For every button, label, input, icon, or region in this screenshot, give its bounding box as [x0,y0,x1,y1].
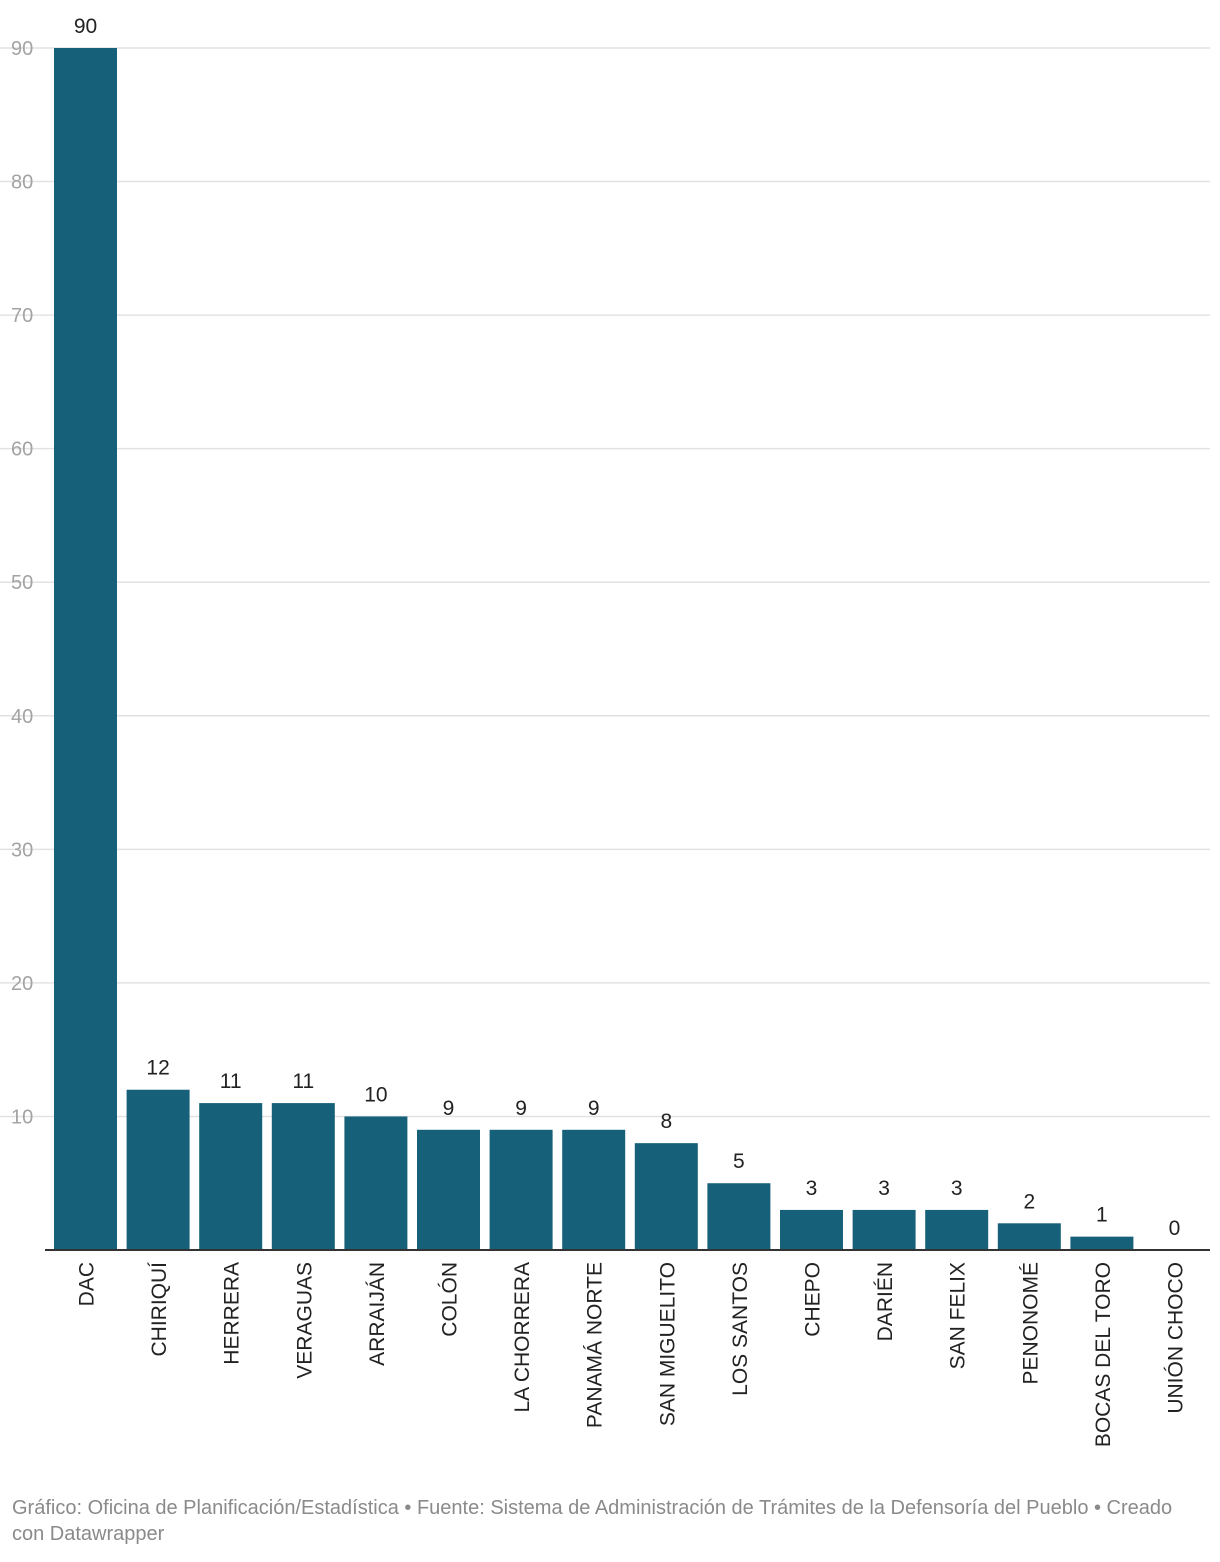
bars [54,48,1134,1250]
x-tick-label: DAC [76,1262,99,1306]
x-tick-label: ARRAIJÁN [366,1262,389,1366]
bar [271,1103,335,1250]
x-tick-label: UNIÓN CHOCO [1165,1262,1188,1414]
bar-value-label: 10 [364,1083,387,1106]
y-tick-label: 20 [11,973,33,995]
x-tick-label: LA CHORRERA [511,1262,534,1413]
y-axis-tick-labels: 10 20 30 40 50 60 70 80 90 [11,38,33,1128]
bar-value-label: 9 [588,1097,600,1120]
bar [489,1129,553,1250]
y-tick-label: 40 [11,706,33,728]
bar-value-label: 90 [74,15,97,38]
bar [997,1223,1061,1250]
x-tick-label: HERRERA [221,1262,244,1365]
x-tick-label: LOS SANTOS [729,1262,752,1396]
gridlines [0,47,1210,1118]
bar-value-label: 11 [292,1070,314,1093]
bar [925,1209,989,1250]
x-tick-label: DARIÉN [874,1262,897,1341]
x-tick-label: COLÓN [439,1262,462,1337]
bar-value-label: 3 [806,1177,818,1200]
x-tick-label: PENONOMÉ [1019,1262,1042,1385]
bar [780,1209,843,1250]
bar [562,1129,626,1250]
y-tick-label: 10 [11,1106,33,1128]
x-tick-label: VERAGUAS [293,1262,316,1379]
bar-value-label: 9 [515,1097,527,1120]
y-tick-label: 80 [11,172,33,194]
y-tick-label: 50 [11,572,33,594]
bar-value-label: 12 [146,1057,169,1080]
x-tick-label: SAN MIGUELITO [656,1262,679,1426]
y-tick-label: 30 [11,839,33,861]
bar-value-label: 8 [660,1110,672,1133]
x-axis-category-labels: DAC CHIRIQUÍ HERRERA VERAGUAS ARRAIJÁN COLÓN L… [76,1262,1188,1447]
x-tick-label: CHEPO [802,1262,825,1337]
bar [852,1209,916,1250]
bar [634,1143,698,1250]
x-tick-label: PANAMÁ NORTE [584,1262,607,1428]
y-tick-label: 90 [11,38,33,60]
bar [54,48,117,1250]
bar [707,1183,771,1250]
y-tick-label: 70 [11,305,33,327]
bar-value-label: 3 [878,1177,890,1200]
x-tick-label: CHIRIQUÍ [148,1262,171,1357]
x-tick-label: BOCAS DEL TORO [1092,1262,1115,1447]
bar [344,1116,408,1250]
bar [126,1089,190,1250]
bar-value-label: 5 [733,1150,745,1173]
bar-value-label: 0 [1169,1217,1181,1240]
bar [417,1129,480,1250]
bar-value-label: 2 [1023,1190,1035,1213]
bar [199,1103,263,1250]
chart-footer-credit: Gráfico: Oficina de Planificación/Estadí… [12,1497,1173,1545]
bar-value-label: 9 [443,1097,455,1120]
bar-value-label: 3 [951,1177,963,1200]
x-tick-label: SAN FELIX [947,1262,970,1369]
bar [1070,1236,1134,1250]
bar-value-label: 11 [220,1070,242,1093]
bar-value-label: 1 [1096,1204,1108,1227]
y-tick-label: 60 [11,439,33,461]
